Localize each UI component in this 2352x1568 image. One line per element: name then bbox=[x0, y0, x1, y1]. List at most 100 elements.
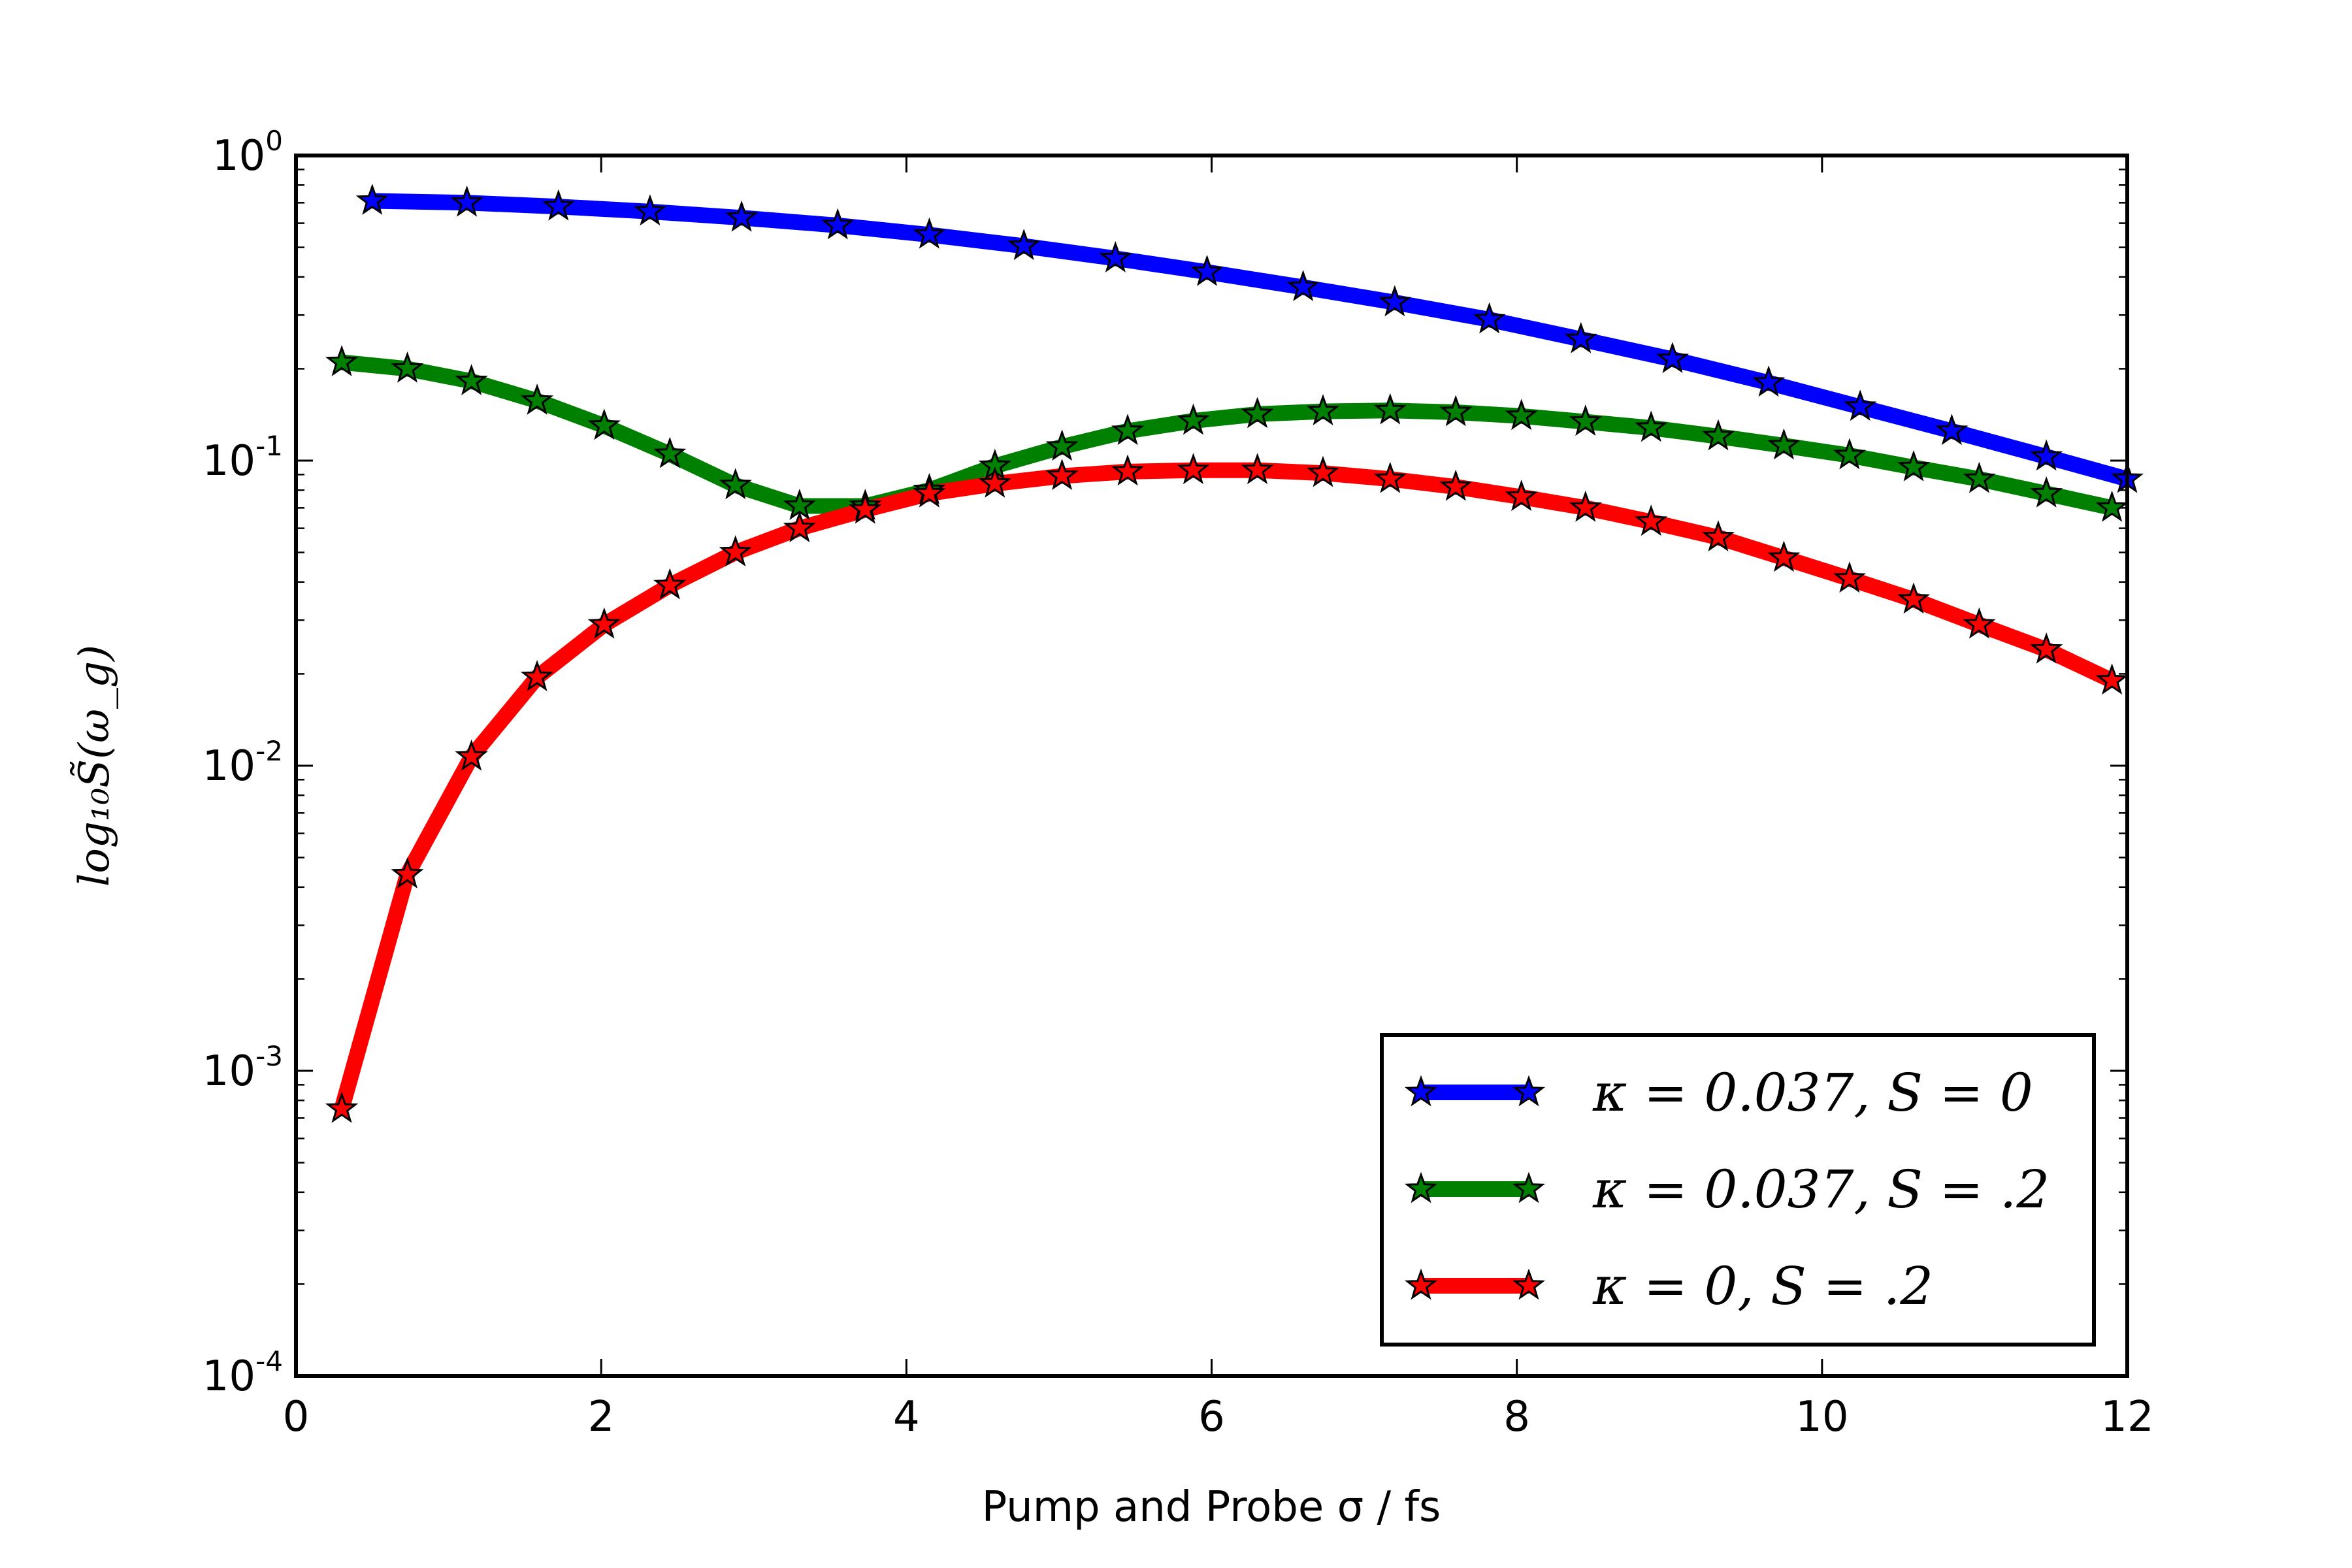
data-point bbox=[633, 194, 666, 226]
data-point bbox=[1752, 365, 1786, 397]
data-point bbox=[391, 857, 424, 889]
data-point bbox=[653, 568, 687, 600]
y-tick-base: 10 bbox=[212, 132, 265, 180]
data-point bbox=[1378, 285, 1411, 317]
data-point bbox=[1111, 414, 1145, 446]
data-point bbox=[1569, 490, 1602, 522]
data-point bbox=[1241, 453, 1274, 485]
data-point bbox=[1701, 419, 1735, 451]
data-point bbox=[1007, 229, 1041, 260]
data-point bbox=[1635, 504, 1668, 536]
data-point bbox=[355, 184, 389, 215]
y-tick-exponent: -1 bbox=[255, 430, 283, 462]
data-point bbox=[325, 1091, 359, 1123]
y-tick-label: 10-4 bbox=[203, 1345, 283, 1401]
data-point bbox=[913, 476, 946, 508]
data-point bbox=[391, 351, 424, 383]
data-point bbox=[978, 466, 1011, 498]
x-tick-label: 4 bbox=[893, 1393, 920, 1441]
y-tick-label: 100 bbox=[212, 125, 283, 180]
data-point bbox=[653, 436, 687, 468]
data-point bbox=[455, 364, 488, 395]
data-point bbox=[1111, 454, 1145, 486]
y-tick-exponent: -4 bbox=[255, 1345, 283, 1377]
x-tick-label: 6 bbox=[1198, 1393, 1225, 1441]
y-tick-label: 10-3 bbox=[203, 1040, 283, 1096]
data-point bbox=[1564, 321, 1597, 353]
data-point bbox=[1656, 342, 1690, 374]
data-point bbox=[455, 739, 488, 771]
data-point bbox=[2030, 476, 2063, 508]
series-lines bbox=[334, 193, 2127, 1111]
x-tick-label: 10 bbox=[1795, 1393, 1848, 1441]
legend-marker bbox=[1512, 1171, 1546, 1203]
y-tick-label: 10-1 bbox=[203, 430, 283, 485]
data-point bbox=[325, 345, 359, 376]
data-point bbox=[1844, 389, 1877, 421]
legend-marker bbox=[1404, 1075, 1438, 1107]
data-point bbox=[821, 208, 855, 240]
data-point bbox=[1045, 459, 1079, 491]
data-point bbox=[1833, 561, 1867, 593]
data-point bbox=[1897, 449, 1931, 482]
data-point bbox=[542, 189, 575, 221]
legend-marker bbox=[1512, 1075, 1546, 1107]
data-point bbox=[719, 535, 752, 567]
legend-label-0: κ = 0.037, S = 0 bbox=[1592, 1062, 2033, 1123]
legend-marker bbox=[1404, 1171, 1438, 1203]
data-point bbox=[1767, 428, 1801, 460]
y-tick-base: 10 bbox=[203, 437, 255, 485]
data-point bbox=[520, 660, 554, 691]
data-point bbox=[587, 607, 621, 639]
data-point bbox=[725, 200, 759, 232]
data-point bbox=[1306, 394, 1340, 426]
data-point bbox=[1963, 461, 1996, 493]
series-line-2 bbox=[334, 462, 2115, 1111]
y-tick-base: 10 bbox=[203, 1047, 255, 1096]
data-point bbox=[1833, 438, 1867, 470]
data-point bbox=[1963, 607, 1996, 639]
data-point bbox=[450, 185, 483, 217]
data-point bbox=[1439, 395, 1473, 427]
series-line-1 bbox=[340, 354, 2114, 516]
legend: κ = 0.037, S = 0 κ = 0.037, S = .2 κ = 0, … bbox=[1380, 1033, 2096, 1347]
data-point bbox=[1935, 414, 1968, 446]
x-tick-label: 8 bbox=[1503, 1393, 1530, 1441]
data-point bbox=[1473, 302, 1506, 334]
data-point bbox=[1505, 399, 1538, 431]
data-point bbox=[1439, 469, 1473, 501]
legend-marker bbox=[1512, 1268, 1546, 1300]
data-point bbox=[1190, 254, 1224, 286]
y-axis-title: log₁₀S̃(ω_g) bbox=[70, 645, 119, 887]
y-tick-base: 10 bbox=[203, 742, 255, 791]
y-tick-exponent: -2 bbox=[255, 735, 283, 767]
data-point bbox=[587, 408, 621, 440]
data-point bbox=[1306, 455, 1340, 487]
x-tick-label: 2 bbox=[588, 1393, 615, 1441]
data-point bbox=[1045, 429, 1079, 461]
series-line-0 bbox=[372, 193, 2127, 487]
data-point bbox=[1635, 410, 1668, 442]
data-point bbox=[1373, 461, 1407, 493]
y-tick-exponent: -3 bbox=[255, 1040, 283, 1072]
data-point bbox=[1897, 582, 1931, 614]
legend-label-2: κ = 0, S = .2 bbox=[1592, 1256, 1933, 1316]
data-point bbox=[849, 492, 882, 524]
data-point bbox=[1767, 540, 1801, 572]
legend-marker bbox=[1404, 1268, 1438, 1300]
data-point bbox=[1505, 480, 1538, 512]
data-point bbox=[2030, 439, 2063, 471]
data-point bbox=[1569, 404, 1602, 436]
y-tick-exponent: 0 bbox=[265, 125, 283, 157]
data-point bbox=[1177, 453, 1210, 485]
data-point bbox=[719, 468, 752, 500]
data-point bbox=[1099, 241, 1132, 272]
data-point bbox=[520, 384, 554, 415]
plot-frame bbox=[294, 154, 2129, 1378]
data-point bbox=[1241, 397, 1274, 429]
data-point bbox=[1373, 393, 1407, 425]
data-point bbox=[2030, 632, 2063, 664]
data-point bbox=[1177, 403, 1210, 435]
